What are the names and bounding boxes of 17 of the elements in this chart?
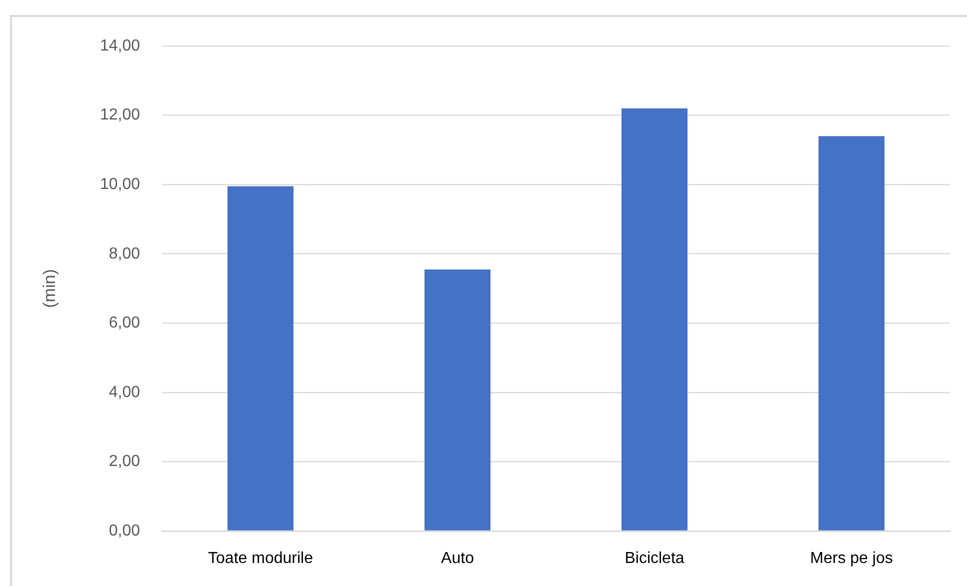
- bar: [424, 269, 490, 530]
- bar: [818, 136, 884, 530]
- bar: [228, 186, 294, 530]
- y-tick-label: 10,00: [100, 176, 140, 193]
- y-tick-label: 14,00: [100, 37, 140, 54]
- y-tick-label: 2,00: [108, 453, 140, 470]
- y-axis-title: (min): [40, 269, 59, 308]
- y-tick-label: 0,00: [108, 522, 140, 540]
- y-tick-label: 4,00: [108, 384, 140, 401]
- x-tick-label: Toate modurile: [208, 550, 314, 568]
- x-tick-label: Mers pe jos: [810, 550, 893, 568]
- y-tick-label: 8,00: [108, 245, 140, 262]
- x-tick-label: Bicicleta: [624, 550, 684, 568]
- y-tick-label: 6,00: [108, 314, 140, 332]
- x-tick-label: Auto: [441, 550, 474, 568]
- y-tick-label: 12,00: [100, 106, 140, 124]
- bar: [622, 108, 688, 530]
